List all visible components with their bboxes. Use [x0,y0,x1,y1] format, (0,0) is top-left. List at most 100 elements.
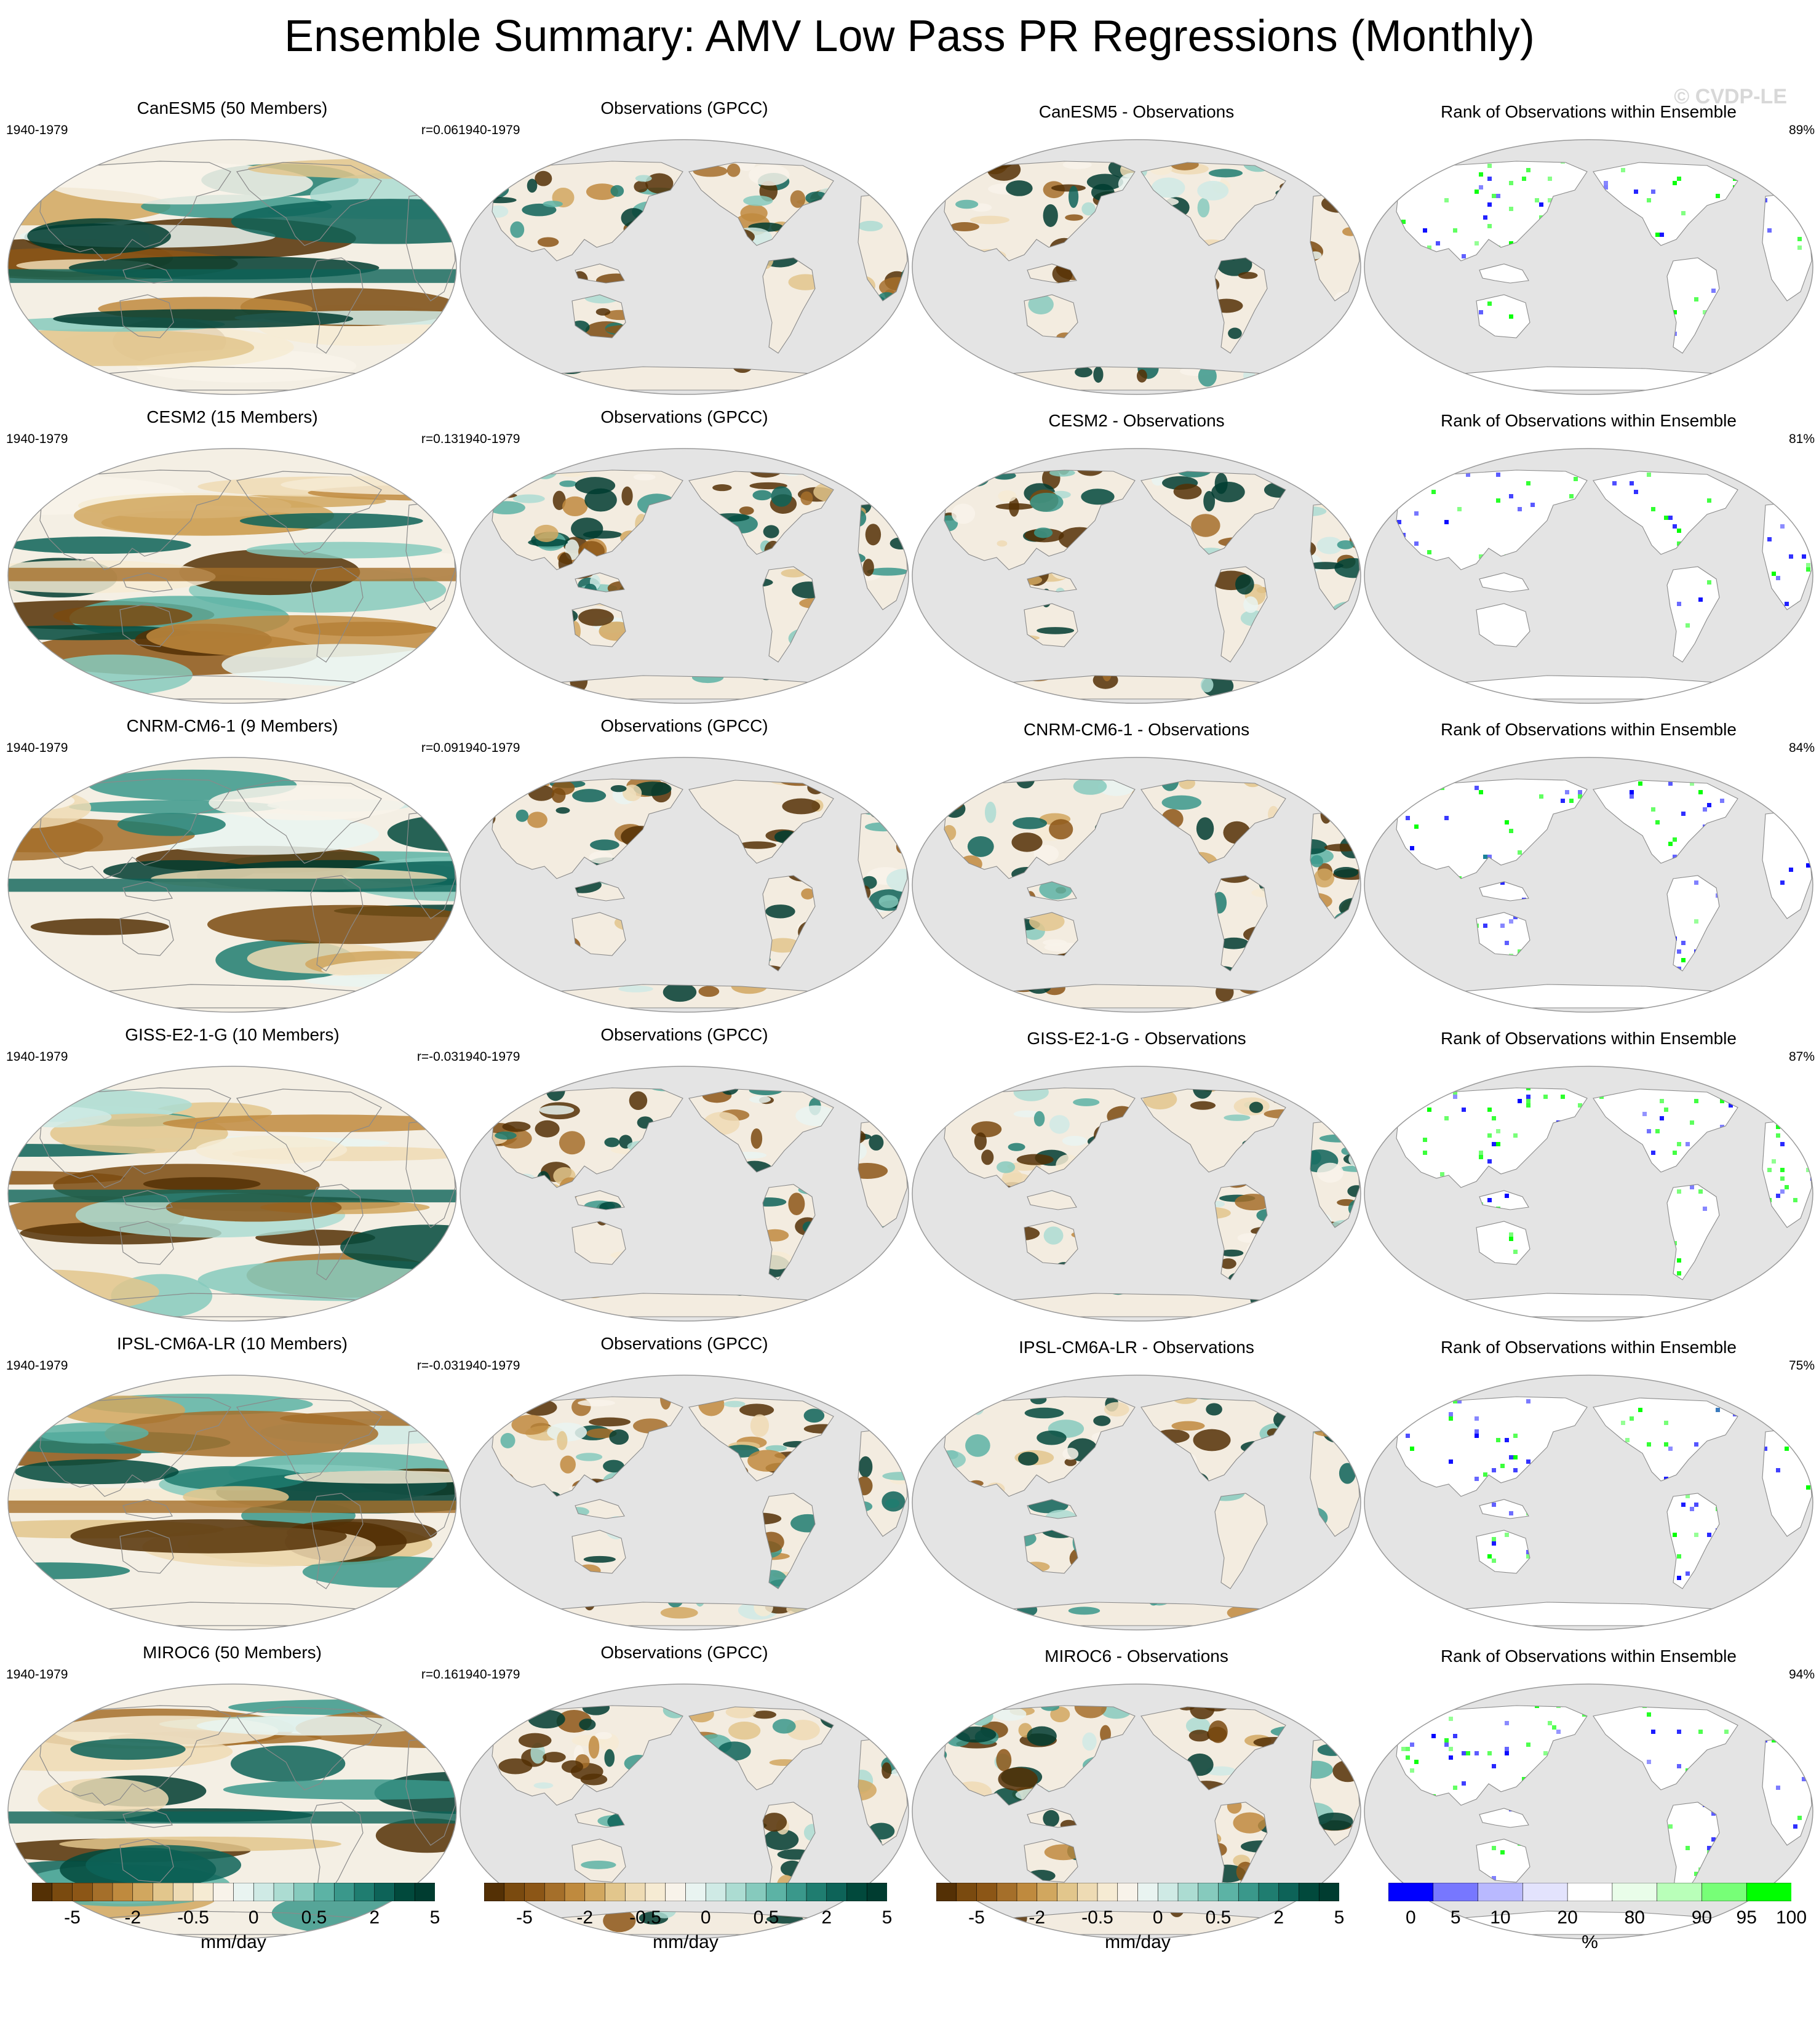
colorbar-tick-label: -0.5 [1081,1907,1113,1928]
map-rank [1364,757,1813,1013]
colorbar-swatch [685,1883,707,1901]
colorbar-swatch [1157,1883,1179,1901]
panel-title: Observations (GPCC) [600,1334,768,1353]
panel-title: Rank of Observations within Ensemble [1441,411,1737,430]
panel-period: 1940-1979 [6,1050,68,1064]
colorbar-strip [936,1883,1339,1901]
colorbar-tick-label: -5 [64,1907,81,1928]
colorbar-swatch [1318,1883,1339,1901]
map-diff [912,448,1361,704]
map-panel-diff: CNRM-CM6-1 - Observations [910,716,1363,1024]
map-model [7,448,457,704]
panel-title: CESM2 - Observations [1048,411,1225,430]
colorbar-tick-label: 5 [882,1907,893,1928]
pattern-correlation: r=0.06 [421,123,458,137]
map-panel-model: IPSL-CM6A-LR (10 Members) 1940-1979 r=-0.0… [6,1334,458,1642]
map-panel-rank: Rank of Observations within Ensemble 81% [1363,407,1815,715]
map-rank [1364,448,1813,704]
watermark: © CVDP-LE [1674,85,1787,108]
map-diff [912,757,1361,1013]
colorbar-swatch [524,1883,546,1901]
colorbar-tick-label: -5 [516,1907,533,1928]
map-diff [912,1375,1361,1631]
colorbar-units: mm/day [1105,1932,1171,1952]
panel-period: 1940-1979 [458,432,520,446]
panel-period: 1940-1979 [6,123,68,137]
colorbar-swatch [1567,1883,1613,1901]
colorbar-strip [484,1883,887,1901]
colorbar-swatch [846,1883,868,1901]
colorbar-tick-label: 0 [248,1907,259,1928]
panel-title: Observations (GPCC) [600,98,768,118]
pattern-correlation: r=0.16 [421,1667,458,1682]
colorbar-swatch [956,1883,977,1901]
map-rank [1364,1375,1813,1631]
colorbar-swatch [1746,1883,1791,1901]
panel-title: Observations (GPCC) [600,1025,768,1044]
colorbar-swatch [1478,1883,1524,1901]
colorbar-tick-label: 80 [1624,1907,1645,1928]
map-panel-obs: Observations (GPCC) 1940-1979 [458,716,910,1024]
colorbar-2: -5 -2 -0.5 0 0.5 2 5 mm/day [484,1883,892,1952]
colorbar-strip [32,1883,435,1901]
colorbar-swatch [1522,1883,1568,1901]
colorbar-tick-label: 100 [1775,1907,1807,1928]
colorbar-swatch [1016,1883,1038,1901]
colorbar-swatch [153,1883,174,1901]
colorbar-swatch [806,1883,827,1901]
colorbar-swatch [786,1883,807,1901]
panel-title: Rank of Observations within Ensemble [1441,102,1737,121]
map-model [7,139,457,395]
panel-title: Observations (GPCC) [600,407,768,426]
colorbar-tick-label: 10 [1490,1907,1511,1928]
colorbar-swatch [746,1883,767,1901]
colorbar-tick-label: 95 [1736,1907,1757,1928]
colorbar-swatch [132,1883,154,1901]
colorbar-swatch [1433,1883,1479,1901]
colorbar-tick-label: 0 [700,1907,711,1928]
panel-title: Observations (GPCC) [600,716,768,735]
map-panel-rank: Rank of Observations within Ensemble 84% [1363,716,1815,1024]
colorbar-1: -5 -2 -0.5 0 0.5 2 5 mm/day [32,1883,440,1952]
colorbar-4: 0 5 10 20 80 90 95 100% [1388,1883,1807,1952]
map-panel-rank: Rank of Observations within Ensemble 87% [1363,1025,1815,1333]
colorbar-units: mm/day [201,1932,266,1952]
colorbar-swatch [504,1883,525,1901]
colorbar-swatch [1117,1883,1139,1901]
colorbar-swatch [1077,1883,1098,1901]
panel-title: Observations (GPCC) [600,1643,768,1662]
map-panel-diff: CanESM5 - Observations [910,98,1363,406]
colorbar-swatch [484,1883,505,1901]
colorbar-swatch [1612,1883,1658,1901]
colorbar-swatch [936,1883,957,1901]
colorbar-swatch [213,1883,234,1901]
panel-title: CanESM5 - Observations [1038,102,1235,121]
colorbar-tick-label: 2 [1273,1907,1284,1928]
colorbar-swatch [584,1883,606,1901]
colorbar-swatch [112,1883,133,1901]
rank-percent: 94% [1788,1667,1815,1682]
colorbar-tick-label: 0 [1152,1907,1163,1928]
colorbar-swatch [1177,1883,1199,1901]
colorbar-swatch [645,1883,666,1901]
colorbar-swatch [32,1883,53,1901]
colorbar-tick-label: 0.5 [301,1907,327,1928]
colorbar-swatch [314,1883,335,1901]
map-diff [912,1066,1361,1322]
colorbar-swatch [866,1883,887,1901]
panel-title: Rank of Observations within Ensemble [1441,720,1737,739]
map-panel-diff: CESM2 - Observations [910,407,1363,715]
panel-title: Rank of Observations within Ensemble [1441,1647,1737,1666]
colorbar-swatch [1278,1883,1300,1901]
panel-period: 1940-1979 [6,1667,68,1682]
colorbar-tick-label: 2 [369,1907,380,1928]
rank-percent: 75% [1788,1359,1815,1373]
colorbar-swatch [1388,1883,1434,1901]
colorbar-tick-label: -2 [576,1907,594,1928]
panel-title: IPSL-CM6A-LR (10 Members) [117,1334,348,1353]
colorbar-tick-label: 5 [1334,1907,1345,1928]
map-diff [912,139,1361,395]
colorbar-tick-label: 2 [821,1907,832,1928]
colorbar-swatch [1258,1883,1280,1901]
map-panel-rank: Rank of Observations within Ensemble 89% [1363,98,1815,406]
